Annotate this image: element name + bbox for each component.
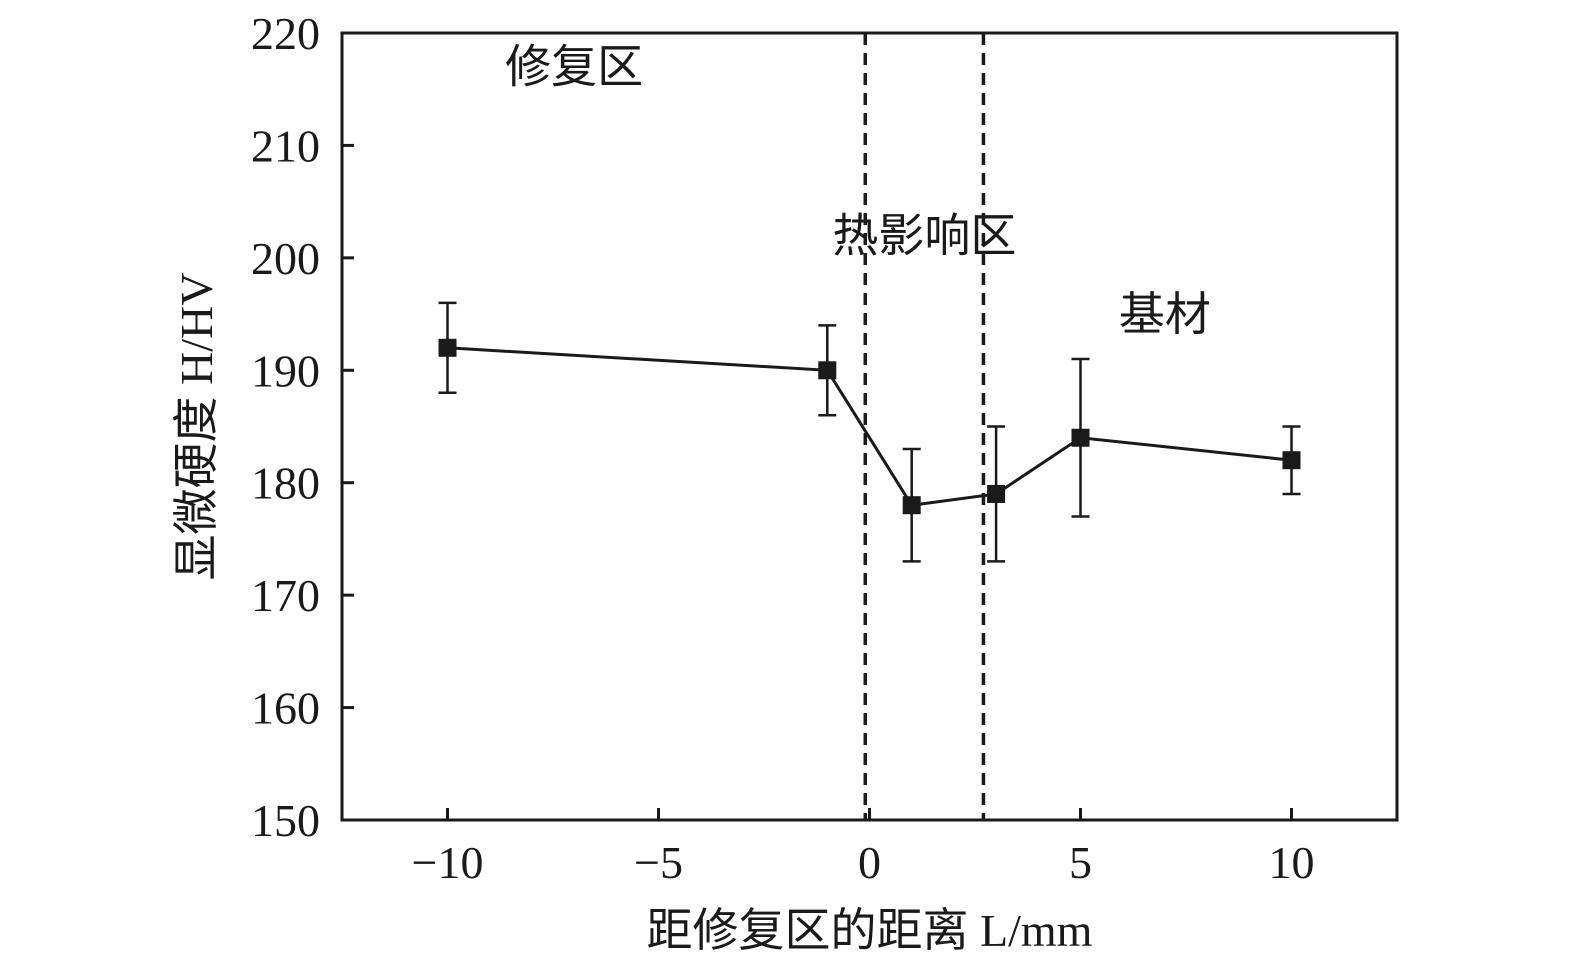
y-tick-label: 180: [251, 458, 320, 509]
boundary-layer: [863, 33, 986, 820]
plot-frame: [340, 31, 1399, 822]
y-tick-label: 220: [251, 8, 320, 59]
y-tick-label: 150: [251, 795, 320, 846]
region-label: 基材: [1119, 289, 1211, 340]
y-tick-label: 170: [251, 570, 320, 621]
y-tick-label: 190: [251, 345, 320, 396]
data-point-marker: [818, 361, 837, 380]
x-tick-label: 0: [858, 837, 881, 888]
y-axis-title: 显微硬度 H/HV: [171, 273, 222, 581]
series-layer: [438, 301, 1301, 563]
x-tick-label: 5: [1069, 837, 1092, 888]
y-tick-label: 160: [251, 683, 320, 734]
tick-layer: −10 −5 0 5 10 150 160 170 180 190 200 210 220: [251, 8, 1315, 888]
series-line: [447, 346, 1292, 507]
data-point-marker: [438, 338, 457, 357]
data-point-marker: [902, 496, 921, 515]
region-label: 热影响区: [832, 210, 1016, 261]
x-tick-label: −5: [634, 837, 683, 888]
data-point-marker: [987, 484, 1006, 503]
axis-title-layer: 距修复区的距离 L/mm 显微硬度 H/HV: [171, 273, 1093, 956]
data-point-marker: [1071, 428, 1090, 447]
x-axis-title: 距修复区的距离 L/mm: [647, 905, 1093, 956]
plot-frame-layer: [340, 31, 1399, 822]
y-tick-label: 210: [251, 120, 320, 171]
y-tick-label: 200: [251, 233, 320, 284]
x-tick-label: 10: [1269, 837, 1315, 888]
region-label: 修复区: [505, 42, 643, 93]
x-tick-label: −10: [412, 837, 484, 888]
data-point-marker: [1282, 451, 1301, 470]
